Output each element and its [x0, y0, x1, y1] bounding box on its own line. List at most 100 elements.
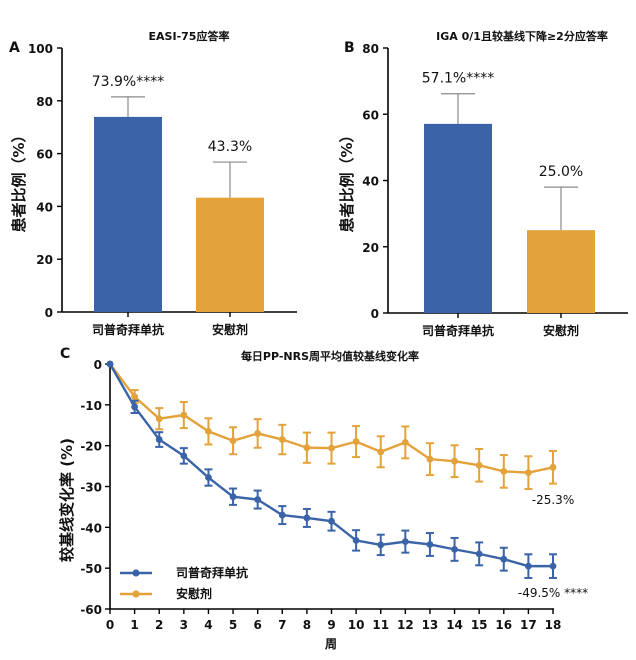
- data-point: [401, 538, 409, 546]
- panel-c-x-tick-label: 14: [446, 618, 463, 632]
- panel-c-x-tick-label: 1: [130, 618, 138, 632]
- data-point: [377, 541, 385, 549]
- panel-c-y-tick-label: -20: [80, 440, 102, 454]
- panel-a-y-tick-label: 80: [36, 95, 53, 109]
- panel-b-chart: B IGA 0/1且较基线下降≥2分应答率 患者比例（%） 0 20 40 60 80 5…: [338, 29, 628, 338]
- panel-c-title: 每日PP-NRS周平均值较基线变化率: [241, 349, 419, 363]
- data-point: [180, 452, 188, 460]
- data-point: [180, 411, 188, 419]
- data-point: [549, 463, 557, 471]
- legend-label-placebo: 安慰剂: [176, 586, 212, 601]
- panel-b-y-tick-label: 0: [371, 307, 379, 321]
- panel-b-letter: B: [344, 40, 355, 56]
- panel-b-y-tick-label: 20: [362, 241, 379, 255]
- data-point: [426, 541, 434, 548]
- panel-c-y-tick-label: -30: [80, 481, 102, 495]
- panel-a-x-tick-label: 安慰剂: [212, 322, 248, 337]
- panel-c-x-tick-label: 7: [278, 618, 286, 632]
- panel-c-x-tick-label: 15: [471, 618, 488, 632]
- legend-label-treatment: 司普奇拜单抗: [176, 565, 248, 580]
- panel-c-x-tick-label: 16: [495, 618, 512, 632]
- data-point: [500, 467, 508, 475]
- data-point: [278, 436, 286, 443]
- legend: 司普奇拜单抗 安慰剂: [120, 565, 248, 601]
- panel-b-y-tick-label: 40: [362, 175, 379, 189]
- panel-b-y-tick-label: 80: [362, 42, 379, 56]
- panel-c-x-tick-label: 9: [327, 618, 335, 632]
- data-point: [155, 436, 163, 443]
- data-point: [500, 555, 508, 563]
- data-point: [524, 562, 532, 570]
- series-line-treatment: [108, 363, 553, 568]
- panel-c-x-tick-label: 13: [422, 618, 439, 632]
- data-point: [131, 393, 139, 401]
- panel-b-x-tick-label: 安慰剂: [543, 323, 579, 338]
- panel-a-bar: [196, 197, 264, 312]
- panel-b-y-tick-label: 60: [362, 108, 379, 122]
- panel-c-x-tick-label: 18: [545, 618, 562, 632]
- data-point: [229, 493, 237, 501]
- panel-c-letter: C: [60, 346, 70, 362]
- data-point: [352, 438, 360, 445]
- data-point: [278, 511, 286, 519]
- data-point: [131, 403, 139, 411]
- panel-a-y-tick-label: 60: [36, 148, 53, 162]
- data-point: [426, 455, 434, 463]
- panel-a-y-tick-label: 20: [36, 253, 53, 267]
- legend-marker-placebo: [132, 590, 140, 598]
- data-point: [205, 427, 212, 435]
- panel-b-bar: [527, 230, 595, 313]
- panel-a-y-tick-label: 0: [45, 306, 53, 320]
- panel-b-x-tick-label: 司普奇拜单抗: [422, 323, 494, 338]
- panel-b-title: IGA 0/1且较基线下降≥2分应答率: [436, 29, 608, 43]
- data-point: [475, 550, 483, 558]
- data-point: [303, 514, 311, 522]
- panel-c-x-label: 周: [325, 637, 337, 651]
- data-point: [328, 517, 335, 525]
- panel-c-y-tick-label: -10: [80, 399, 102, 413]
- panel-c-x-tick-label: 4: [204, 618, 212, 632]
- panel-c-x-tick-label: 3: [180, 618, 188, 632]
- panel-c-x-tick-label: 10: [348, 618, 365, 632]
- panel-c-y-tick-label: -60: [80, 603, 102, 617]
- panel-c-y-tick-label: -40: [80, 521, 102, 535]
- panel-c-x-tick-label: 2: [155, 618, 163, 632]
- panel-c-x-tick-label: 8: [303, 618, 311, 632]
- panel-a-chart: A EASI-75应答率 患者比例（%） 0 20 40 60 80 100 73.9%**…: [9, 29, 297, 337]
- panel-b-bar: [424, 123, 492, 313]
- panel-a-y-label: 患者比例（%）: [10, 127, 28, 232]
- data-point: [229, 437, 237, 445]
- data-point: [475, 461, 483, 469]
- data-point: [451, 457, 458, 465]
- data-point: [106, 360, 114, 368]
- panel-c-x-tick-label: 17: [520, 618, 537, 632]
- panel-b-data-label: 25.0%: [539, 164, 583, 180]
- panel-c-x-tick-label: 6: [253, 618, 261, 632]
- data-point: [352, 537, 360, 544]
- treatment-end-label: -49.5% ****: [518, 586, 588, 600]
- panel-a-y-tick-label: 40: [36, 200, 53, 214]
- panel-c-x-tick-label: 0: [106, 618, 114, 632]
- panel-b-data-label: 57.1%****: [422, 71, 494, 87]
- data-point: [401, 439, 409, 446]
- panel-c-y-label: 较基线变化率 (%): [58, 438, 76, 562]
- data-point: [524, 469, 532, 477]
- panel-a-data-label: 73.9%****: [92, 74, 164, 90]
- data-point: [303, 444, 311, 452]
- panel-a-y-tick-label: 100: [28, 42, 53, 56]
- panel-c-x-tick-label: 5: [229, 618, 237, 632]
- panel-c-y-tick-label: -50: [80, 562, 102, 576]
- panel-c-y-tick-label: 0: [94, 358, 102, 372]
- data-point: [254, 430, 262, 437]
- data-point: [451, 545, 458, 553]
- data-point: [549, 562, 557, 570]
- panel-a-letter: A: [9, 40, 20, 56]
- panel-b-y-label: 患者比例（%）: [338, 127, 356, 232]
- data-point: [155, 415, 163, 423]
- data-point: [205, 474, 212, 481]
- placebo-end-label: -25.3%: [532, 493, 574, 507]
- panel-c-chart: C 每日PP-NRS周平均值较基线变化率 较基线变化率 (%) 周 0 -10 -2…: [58, 346, 588, 651]
- panel-a-data-label: 43.3%: [208, 139, 252, 155]
- panel-a-title: EASI-75应答率: [149, 29, 230, 43]
